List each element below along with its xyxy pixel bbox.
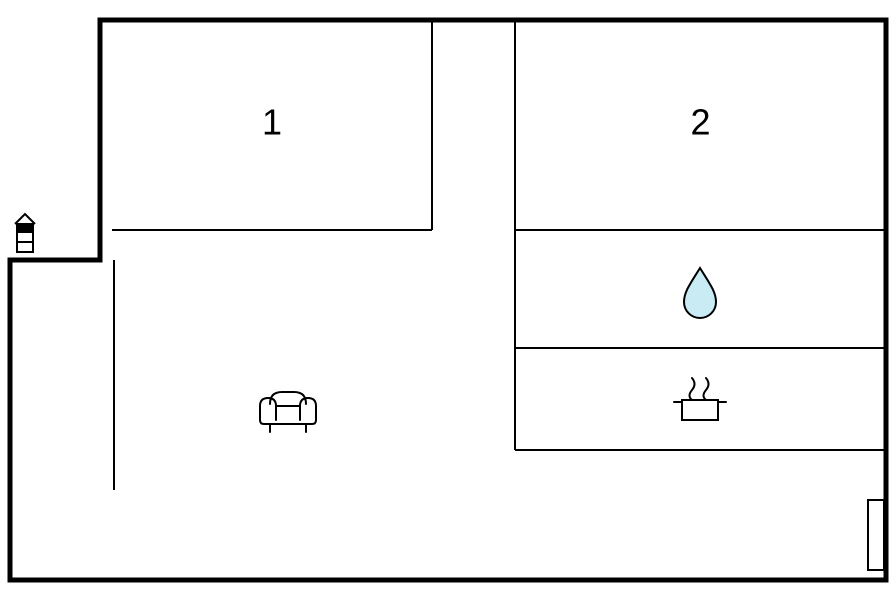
room-1-label: 1 <box>262 102 282 143</box>
radiator-icon <box>868 500 884 570</box>
chimney-icon <box>15 214 35 252</box>
water-drop-icon <box>684 268 716 318</box>
room-2-label: 2 <box>690 102 710 143</box>
outer-wall <box>10 20 886 580</box>
sofa-icon <box>260 392 316 432</box>
room-2: 2 <box>515 20 886 230</box>
cooking-pot-icon <box>674 378 726 420</box>
room-1: 1 <box>112 20 432 230</box>
floorplan-diagram: 1 2 <box>0 0 896 597</box>
